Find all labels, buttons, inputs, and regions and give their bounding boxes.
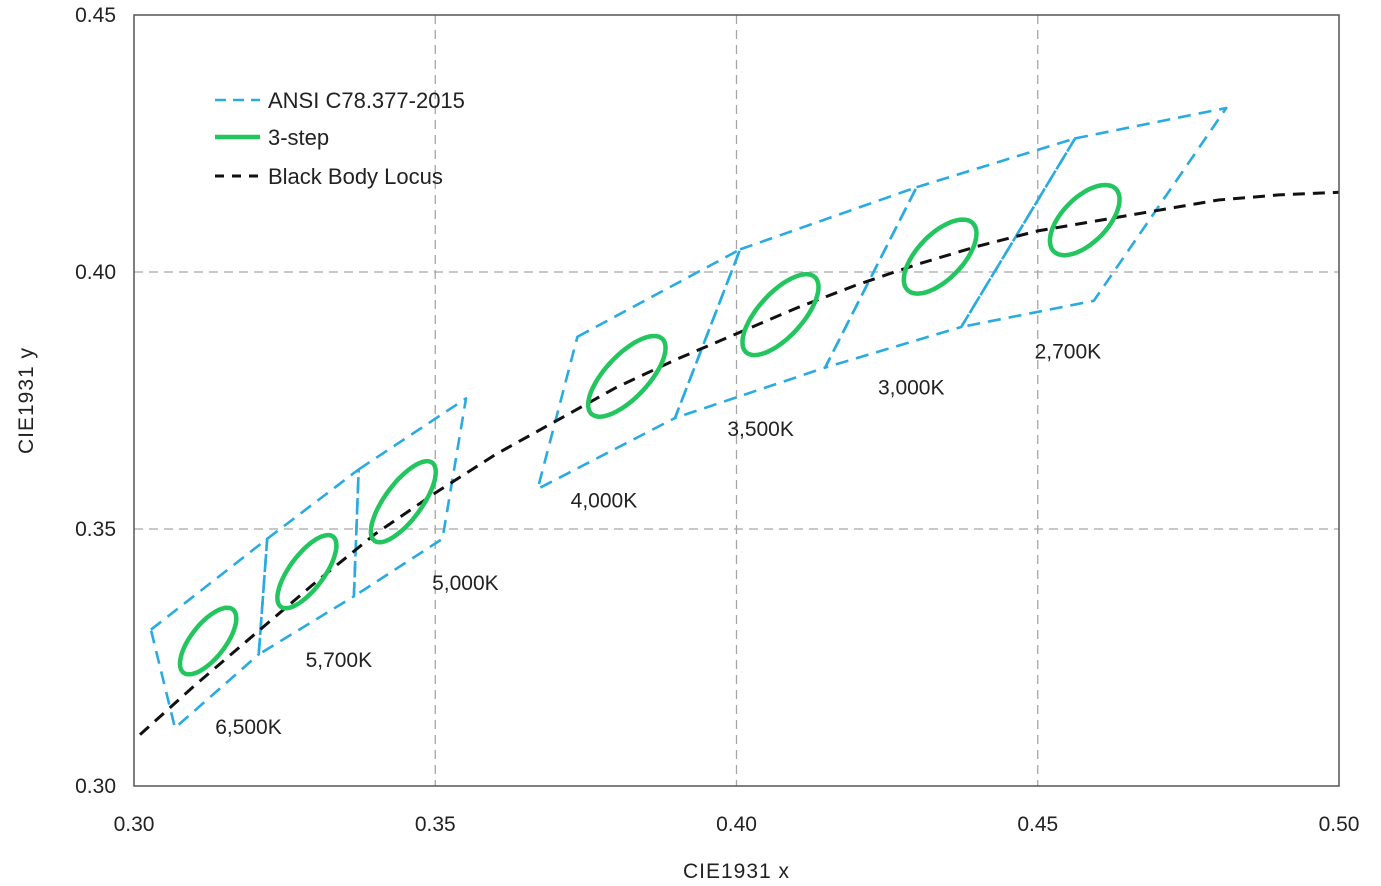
grid-lines [134,15,1339,786]
ansi-quadrangle-6500K [149,537,269,730]
three-step-ellipse-6500K [177,605,239,677]
cct-labels: 6,500K 5,700K 5,000K 4,000K 3,500K 3,000K 2,70… [215,341,1101,739]
plot-area-frame [133,14,1340,787]
cct-label: 3,000K [878,377,945,400]
ansi-quadrangle-5700K [257,468,361,656]
y-tick-label: 0.35 [75,518,116,541]
y-tick-label: 0.40 [75,261,116,284]
black-body-locus-line [138,190,1340,736]
three-step-ellipse-5700K [275,532,339,611]
legend-label-3-step: 3-step [268,125,329,150]
ansi-quadrangles [149,106,1228,730]
cct-label: 5,700K [306,649,373,672]
x-tick-label: 0.35 [415,813,456,836]
ansi-quadrangle-3000K [823,137,1077,369]
cct-label: 3,500K [727,418,794,441]
ansi-quadrangle-2700K [959,106,1228,329]
y-tick-label: 0.45 [75,4,116,27]
legend: ANSI C78.377-2015 3-step Black Body Locu… [215,88,465,189]
cct-label: 4,000K [571,490,638,513]
ansi-quadrangle-4000K [536,248,742,491]
tick-labels: 0.30 0.35 0.40 0.45 0.50 0.30 0.35 0.40 0.45 [75,4,1359,836]
cct-label: 6,500K [215,716,282,739]
three-step-ellipse-2700K [1047,182,1122,258]
x-tick-label: 0.50 [1319,813,1360,836]
ansi-quadrangle-5000K [352,397,468,598]
x-tick-label: 0.45 [1017,813,1058,836]
three-step-ellipse-3000K [901,217,979,296]
cct-label: 2,700K [1035,341,1102,364]
three-step-ellipse-3500K [740,272,821,358]
x-tick-label: 0.40 [716,813,757,836]
three-step-ellipses [177,182,1122,677]
x-axis-title: CIE1931 x [683,860,790,883]
x-tick-label: 0.30 [114,813,155,836]
cct-label: 5,000K [432,572,499,595]
y-tick-label: 0.30 [75,775,116,798]
three-step-ellipse-4000K [585,333,668,419]
three-step-ellipse-5000K [368,458,439,545]
legend-label-black-body-locus: Black Body Locus [268,164,443,189]
y-axis-title: CIE1931 y [15,347,38,454]
legend-label-ansi: ANSI C78.377-2015 [268,88,465,113]
black-body-locus-layer [138,190,1340,736]
